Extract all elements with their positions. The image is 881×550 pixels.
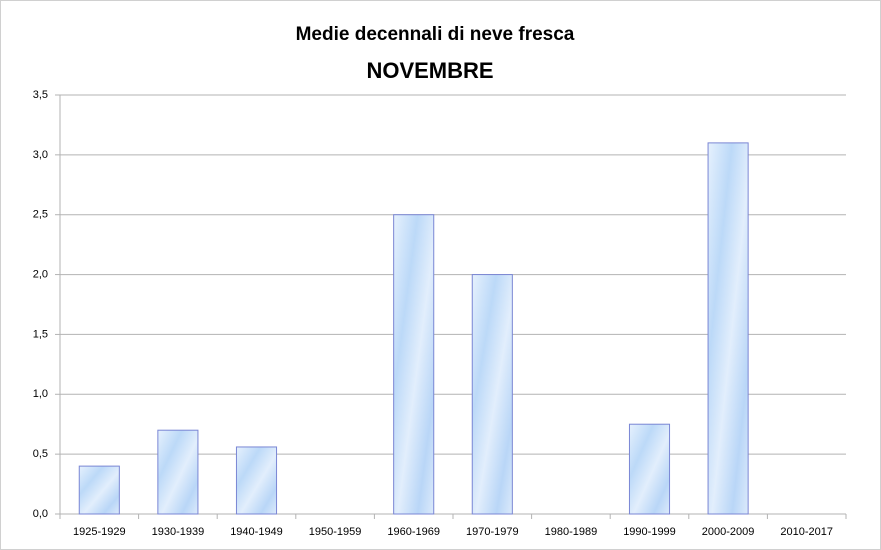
x-tick-label: 2000-2009	[702, 526, 755, 538]
bar	[628, 423, 671, 515]
bar	[471, 274, 513, 515]
x-tick-label: 1950-1959	[309, 526, 362, 538]
x-tick-label: 1990-1999	[623, 526, 676, 538]
x-tick-label: 1930-1939	[152, 526, 205, 538]
bar	[707, 142, 749, 515]
y-tick-label: 0,5	[33, 448, 48, 460]
bar	[393, 214, 435, 515]
chart-title: Medie decennali di neve fresca	[296, 24, 575, 45]
y-tick-label: 2,0	[33, 268, 48, 280]
x-tick-label: 1960-1969	[387, 526, 440, 538]
chart-subtitle: NOVEMBRE	[366, 58, 493, 83]
bar	[235, 446, 278, 515]
bar	[157, 429, 199, 515]
bar	[78, 465, 120, 515]
y-tick-label: 3,5	[33, 89, 48, 101]
y-tick-label: 1,5	[33, 328, 48, 340]
y-tick-label: 1,0	[33, 388, 48, 400]
y-tick-label: 0,0	[33, 508, 48, 520]
x-tick-label: 2010-2017	[780, 526, 833, 538]
x-tick-label: 1970-1979	[466, 526, 519, 538]
x-tick-label: 1940-1949	[230, 526, 283, 538]
x-tick-label: 1980-1989	[545, 526, 598, 538]
y-tick-label: 2,5	[33, 209, 48, 221]
x-tick-label: 1925-1929	[73, 526, 126, 538]
y-tick-label: 3,0	[33, 149, 48, 161]
